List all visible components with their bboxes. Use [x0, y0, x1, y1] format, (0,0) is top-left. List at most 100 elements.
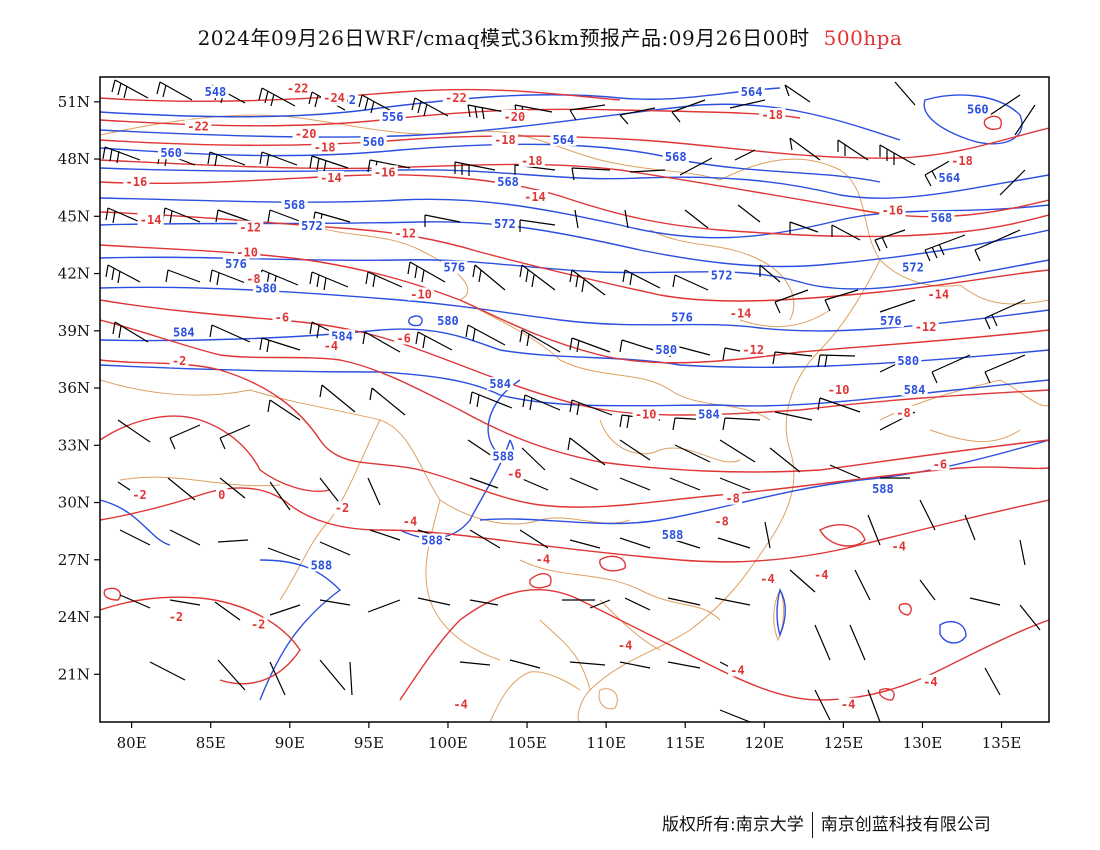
temperature-contour-label-bg [123, 174, 150, 188]
height-contour-label: 572 [301, 219, 323, 233]
height-contour-label: 580 [655, 343, 677, 357]
height-contour-label: 576 [443, 261, 465, 275]
temperature-contour-label-bg [491, 132, 519, 146]
temperature-contour-label-bg [740, 342, 767, 356]
height-contour-label: 572 [902, 261, 924, 275]
temperature-contour-label: -20 [295, 127, 317, 141]
height-contour-label-bg [379, 109, 406, 123]
temperature-contour-label: -4 [324, 339, 338, 353]
temperature-contour-label-bg [237, 220, 264, 234]
temperature-contour-label: -10 [236, 245, 258, 259]
temperature-contour-label: -4 [841, 698, 855, 712]
height-contour-label: 568 [284, 198, 306, 212]
height-contour-label: 572 [711, 268, 733, 282]
height-contour-label-bg [895, 354, 922, 368]
height-contour-label: 584 [173, 326, 195, 340]
temperature-contour-label-bg [912, 319, 939, 333]
temperature-contour-label-bg [407, 287, 435, 301]
lon-tick-label: 80E [117, 734, 147, 752]
temperature-contour-label-bg [615, 638, 635, 652]
temperature-contour-label-bg [811, 567, 831, 581]
temperature-contour-label: -14 [320, 171, 342, 185]
title-level: 500hpa [823, 26, 903, 50]
temperature-contour-label-bg [925, 287, 952, 301]
height-contour-label: 572 [494, 217, 516, 231]
height-contour-label-bg [487, 377, 514, 391]
height-contour-label-bg [877, 314, 904, 328]
temperature-contour-label: -6 [396, 331, 410, 345]
height-contour-label: 568 [665, 150, 687, 164]
height-contour-label: 584 [489, 377, 511, 391]
temperature-contour-label: -18 [761, 108, 783, 122]
wind-barbs [102, 79, 1041, 722]
height-contour-label: 580 [897, 354, 919, 368]
temperature-contour-label: -6 [933, 457, 947, 471]
temperature-contour-label: -4 [923, 675, 937, 689]
height-contour-label-bg [869, 482, 897, 496]
lon-tick-label: 100E [428, 734, 468, 752]
height-contour-label-bg [708, 268, 735, 282]
height-contour-label-bg [494, 174, 522, 188]
temperature-contour-label: -18 [521, 154, 543, 168]
temperature-contour-label: -16 [126, 175, 148, 189]
lat-tick-label: 36N [58, 379, 90, 397]
temperature-contour-labels: -22-24-22-22-20-20-18-18-18-18-18-16-16-… [123, 81, 976, 712]
lon-tick-label: 125E [824, 734, 864, 752]
temperature-contour-label: -10 [635, 408, 657, 422]
lat-tick-label: 48N [58, 150, 90, 168]
height-contour-label: 568 [931, 211, 953, 225]
height-contour-label-bg [659, 527, 686, 541]
temperature-contours [100, 88, 1049, 701]
height-contour-label-bg [695, 407, 723, 421]
temperature-contour-label-bg [311, 140, 338, 154]
temperature-contour-label-bg [930, 457, 950, 471]
temperature-contour-label-bg [244, 272, 263, 286]
height-contour-label-bg [202, 85, 229, 99]
height-contour-label: 580 [255, 282, 277, 296]
height-contour-label-bg [901, 382, 928, 396]
temperature-contour-label-bg [889, 539, 909, 553]
temperature-contour-label-bg [825, 382, 852, 396]
height-contour-labels: 5485525565605605645645605685685645685685… [158, 85, 991, 572]
temperature-contour-label-bg [394, 331, 414, 345]
temperature-contour-label-bg [169, 354, 189, 368]
height-contour-label-bg [899, 260, 927, 274]
temperature-contour-label: -22 [287, 81, 309, 95]
lon-tick-label: 130E [903, 734, 943, 752]
temperature-contour-label-bg [759, 108, 786, 122]
height-contour-label: 556 [382, 110, 404, 124]
temperature-contour-label-bg [451, 697, 471, 711]
temperature-contour-label: -10 [828, 383, 850, 397]
temperature-contour-label-bg [728, 663, 747, 677]
height-contour-label-bg [308, 558, 335, 572]
temperature-contour-label: -10 [410, 287, 432, 301]
lat-tick-label: 42N [58, 265, 90, 283]
height-contour-label: 588 [421, 534, 443, 548]
height-contour-label-bg [550, 132, 577, 146]
temperature-contour-label-bg [137, 213, 164, 227]
lat-tick-label: 33N [58, 436, 90, 454]
temperature-contour-label-bg [894, 405, 913, 419]
temperature-contour-label: -8 [246, 272, 260, 286]
lon-tick-label: 90E [275, 734, 305, 752]
temperature-contour-label: -2 [172, 354, 186, 368]
height-contour-label-bg [936, 171, 963, 185]
credit-right: 南京创蓝科技有限公司 [820, 815, 991, 835]
temperature-contour-label-bg [758, 571, 777, 585]
height-contour-label-bg [662, 150, 689, 164]
temperature-contour-label-bg [632, 407, 659, 421]
latitude-axis: 51N 48N 45N 42N 39N 36N 33N 30N 27N 24N 21N [58, 93, 100, 683]
temperature-contour-label-bg [712, 514, 731, 528]
height-contour-label-bg [668, 310, 696, 324]
height-contour-label: 568 [497, 175, 519, 189]
temperature-contour-label: -8 [896, 406, 910, 420]
temperature-contour-label: -2 [335, 501, 349, 515]
lat-tick-label: 30N [58, 494, 90, 512]
height-contour-label-bg [281, 197, 308, 211]
lat-tick-label: 21N [58, 665, 90, 683]
temperature-contour-label: -4 [760, 572, 774, 586]
temperature-contour-label: -18 [494, 133, 516, 147]
temperature-contour-label-bg [504, 466, 524, 480]
temperature-contour-label: -4 [536, 553, 550, 567]
temperature-contour-label-bg [948, 153, 976, 167]
